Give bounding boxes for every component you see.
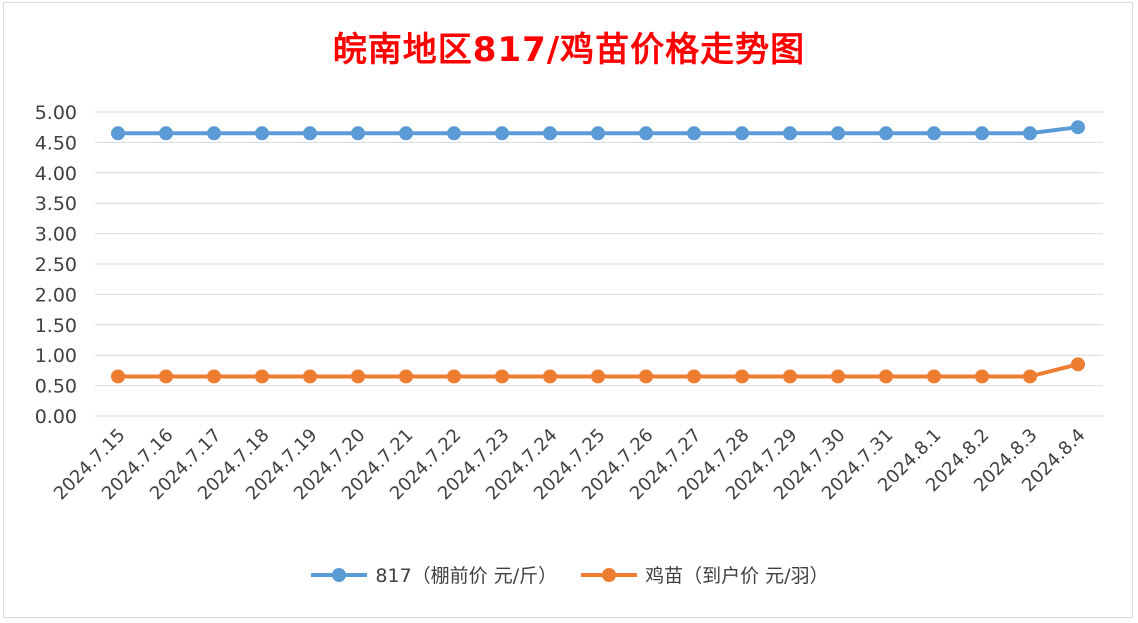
y-tick-label: 4.50 [35,132,77,154]
legend-item-chick[interactable]: 鸡苗（到户价 元/羽） [579,561,829,588]
data-point-series-1 [207,369,221,384]
y-tick-label: 2.00 [35,284,77,306]
data-point-series-1 [735,369,749,384]
data-point-series-1 [303,369,317,384]
data-point-series-0 [1023,126,1037,141]
data-point-series-1 [687,369,701,384]
data-point-series-1 [399,369,413,384]
data-point-series-0 [783,126,797,141]
data-point-series-0 [879,126,893,141]
data-point-series-0 [591,126,605,141]
data-point-series-1 [591,369,605,384]
chart-frame [3,2,1133,618]
data-point-series-1 [1071,357,1085,372]
data-point-series-0 [447,126,461,141]
data-point-series-0 [1071,120,1085,135]
legend-swatch-chick [581,567,638,582]
data-point-series-1 [783,369,797,384]
data-point-series-0 [735,126,749,141]
chart-title: 皖南地区817/鸡苗价格走势图 [332,30,806,70]
series-lines [118,125,1079,379]
y-tick-label: 4.00 [35,163,77,185]
data-point-series-1 [879,369,893,384]
data-point-series-0 [495,126,509,141]
y-axis-tick-labels: 0.00 0.50 1.00 1.50 2.00 2.50 3.00 3.50 4.00 4.50… [35,102,77,428]
data-point-series-0 [207,126,221,141]
y-tick-label: 0.00 [35,406,77,428]
data-point-series-1 [447,369,461,384]
legend-label-chick: 鸡苗（到户价 元/羽） [645,565,829,587]
data-point-series-0 [543,126,557,141]
data-point-series-1 [927,369,941,384]
legend-swatch-817 [311,567,368,582]
data-point-series-1 [831,369,845,384]
legend-label-817: 817（棚前价 元/斤） [375,565,558,587]
gridlines [95,111,1103,417]
series-points [111,120,1085,384]
data-point-series-0 [111,126,125,141]
data-point-series-0 [975,126,989,141]
y-tick-label: 1.00 [35,345,77,367]
data-point-series-0 [927,126,941,141]
data-point-series-1 [111,369,125,384]
data-point-series-1 [255,369,269,384]
data-point-series-1 [543,369,557,384]
y-tick-label: 5.00 [35,102,77,124]
x-axis-tick-labels: 2024.7.152024.7.162024.7.172024.7.182024… [50,425,1090,505]
chart-legend: 817（棚前价 元/斤） 鸡苗（到户价 元/羽） [0,561,1138,588]
y-tick-label: 3.00 [35,224,77,246]
legend-item-817[interactable]: 817（棚前价 元/斤） [309,561,557,588]
data-point-series-1 [639,369,653,384]
data-point-series-0 [639,126,653,141]
data-point-series-1 [1023,369,1037,384]
y-tick-label: 1.50 [35,315,77,337]
y-tick-label: 3.50 [35,193,77,215]
data-point-series-0 [255,126,269,141]
data-point-series-1 [159,369,173,384]
data-point-series-0 [159,126,173,141]
data-point-series-1 [351,369,365,384]
data-point-series-0 [303,126,317,141]
data-point-series-0 [831,126,845,141]
data-point-series-0 [351,126,365,141]
data-point-series-0 [399,126,413,141]
y-tick-label: 0.50 [35,376,77,398]
data-point-series-0 [687,126,701,141]
data-point-series-1 [495,369,509,384]
data-point-series-1 [975,369,989,384]
y-tick-label: 2.50 [35,254,77,276]
